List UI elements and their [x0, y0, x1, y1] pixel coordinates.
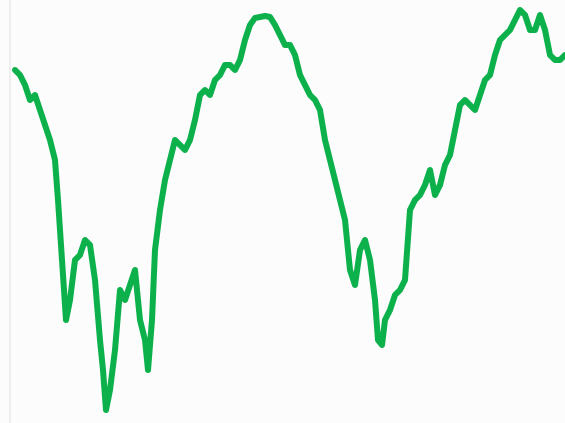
line	[12, 7, 565, 413]
